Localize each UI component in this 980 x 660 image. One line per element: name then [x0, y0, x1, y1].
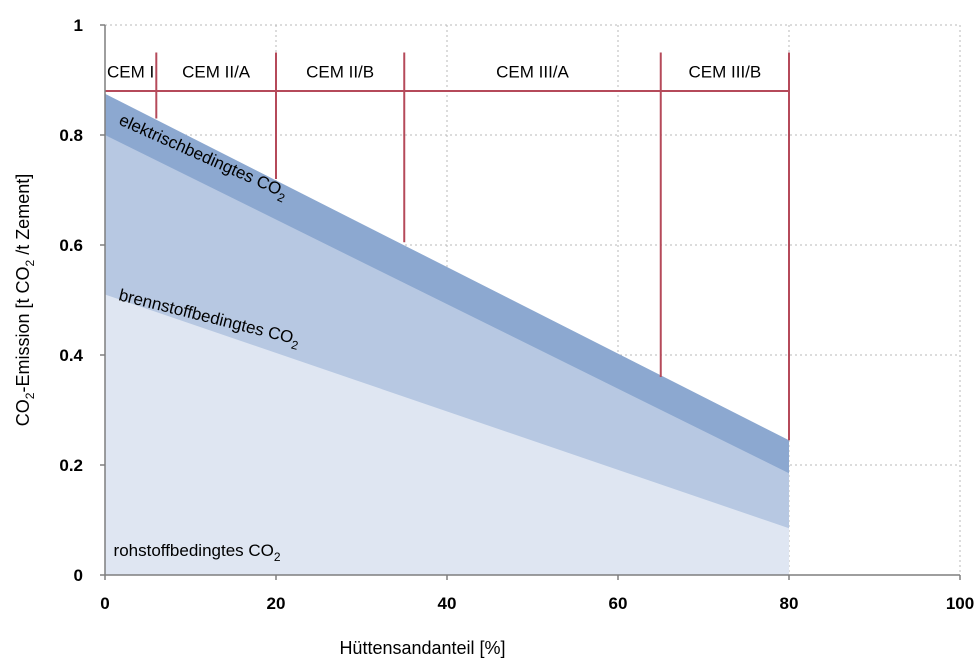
cem-label: CEM II/A: [182, 62, 251, 81]
y-axis-title: CO2-Emission [t CO2 /t Zement]: [13, 174, 37, 426]
x-tick-label: 0: [100, 594, 109, 613]
cem-label: CEM III/B: [689, 62, 762, 81]
x-tick-label: 40: [438, 594, 457, 613]
cem-label: CEM I: [107, 62, 154, 81]
y-axis-title-subscript: 2: [23, 392, 37, 399]
x-tick-label: 80: [780, 594, 799, 613]
cem-classes: CEM I CEM II/A CEM II/B CEM III/A CEM III/B: [105, 52, 790, 441]
y-tick-label: 0: [74, 566, 83, 585]
x-tick-label: 60: [609, 594, 628, 613]
series-label: rohstoffbedingtes CO2: [114, 541, 281, 564]
x-axis-title: Hüttensandanteil [%]: [339, 638, 505, 658]
cem-label: CEM II/B: [306, 62, 374, 81]
y-axis-title-subscript: 2: [23, 260, 37, 267]
y-tick-label: 0.4: [59, 346, 83, 365]
stacked-areas: [105, 93, 789, 575]
cem-label: CEM III/A: [496, 62, 569, 81]
y-axis-title-part: -Emission [t CO: [13, 267, 33, 393]
x-tick-label: 100: [946, 594, 974, 613]
y-tick-label: 1: [74, 16, 83, 35]
y-tick-label: 0.2: [59, 456, 83, 475]
series-label-text: rohstoffbedingtes CO: [114, 541, 274, 560]
y-axis-title-part: /t Zement]: [13, 174, 33, 260]
y-tick-label: 0.8: [59, 126, 83, 145]
axes: 0 20 40 60 80 100 0 0.2 0.4 0.6 0.8 1 Hüttensandante…: [13, 16, 974, 658]
series-label-subscript: 2: [274, 550, 281, 564]
series-label-subscript: 2: [290, 338, 300, 353]
area-rohstoffbedingtes: [105, 294, 789, 575]
y-axis-title-part: CO: [13, 399, 33, 426]
y-tick-label: 0.6: [59, 236, 83, 255]
x-tick-label: 20: [267, 594, 286, 613]
